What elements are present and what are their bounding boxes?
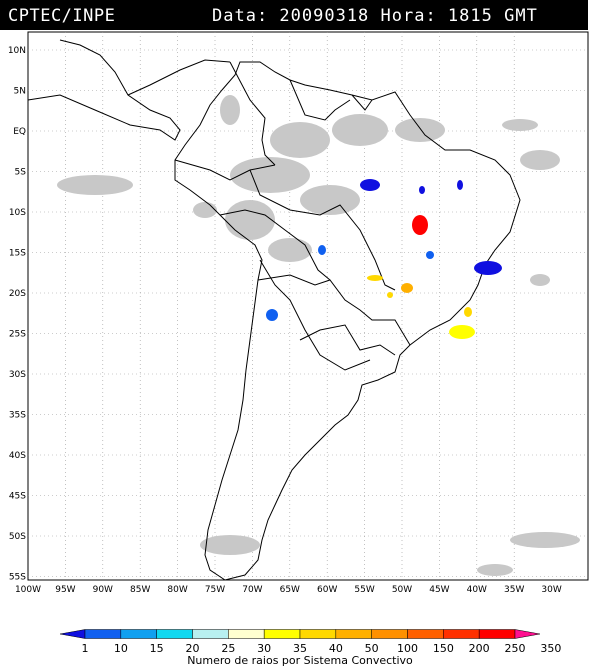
- colorbar-tick-label: 350: [540, 642, 561, 655]
- lon-label: 65W: [280, 585, 300, 595]
- lat-label: 5N: [14, 87, 26, 97]
- colorbar-segment: [228, 629, 265, 639]
- colorbar-tick-label: 10: [114, 642, 128, 655]
- lat-label: 40S: [9, 451, 26, 461]
- lon-label: 50W: [392, 585, 412, 595]
- lat-label: 35S: [9, 411, 26, 421]
- colorbar-tick-label: 15: [150, 642, 164, 655]
- lat-label: 30S: [9, 370, 26, 380]
- lon-label: 95W: [55, 585, 75, 595]
- lat-label: 20S: [9, 289, 26, 299]
- lon-label: 100W: [15, 585, 41, 595]
- lon-label: 45W: [429, 585, 449, 595]
- title-bar: CPTEC/INPE Data: 20090318 Hora: 1815 GMT: [0, 0, 588, 30]
- colorbar: [59, 629, 541, 639]
- lon-label: 75W: [205, 585, 225, 595]
- colorbar-tick-label: 25: [221, 642, 235, 655]
- lat-label: 55S: [9, 573, 26, 583]
- lat-label: 25S: [9, 330, 26, 340]
- lon-label: 60W: [317, 585, 337, 595]
- datetime-label: Data: 20090318 Hora: 1815 GMT: [212, 6, 538, 26]
- lat-label: 10S: [9, 208, 26, 218]
- lon-label: 90W: [93, 585, 113, 595]
- colorbar-tick-label: 40: [329, 642, 343, 655]
- colorbar-tick-label: 50: [365, 642, 379, 655]
- graticule: [28, 32, 588, 580]
- lon-label: 40W: [467, 585, 487, 595]
- colorbar-arrow-right: [514, 629, 541, 639]
- lon-label: 35W: [504, 585, 524, 595]
- longitude-labels: 100W 95W 90W 85W 80W 75W 70W 65W 60W 55W 50W 45W 40W…: [15, 585, 562, 595]
- lightning-systems: [266, 179, 502, 339]
- lat-label: EQ: [13, 127, 26, 137]
- colorbar-tick-label: 35: [293, 642, 307, 655]
- colorbar-tick-label: 250: [505, 642, 526, 655]
- lon-label: 55W: [354, 585, 374, 595]
- latitude-labels: 10N 5N EQ 5S 10S 15S 20S 25S 30S 35S 40S 45S 50S 55S: [8, 46, 26, 583]
- colorbar-segment: [371, 629, 408, 639]
- coastlines: [27, 39, 521, 581]
- lat-label: 45S: [9, 492, 26, 502]
- lon-label: 80W: [167, 585, 187, 595]
- colorbar-tick-label: 30: [257, 642, 271, 655]
- colorbar-tick-label: 150: [433, 642, 454, 655]
- colorbar-segment: [299, 629, 337, 639]
- colorbar-segment: [84, 629, 122, 639]
- map-frame: [27, 31, 589, 581]
- colorbar-caption: Numero de raios por Sistema Convectivo: [187, 654, 413, 667]
- colorbar-ticks: 1 10 15 20 25 30 35 40 50 100 150 200 250 350: [82, 642, 562, 655]
- colorbar-segment: [156, 629, 193, 639]
- agency-label: CPTEC/INPE: [8, 6, 116, 26]
- lon-label: 30W: [541, 585, 561, 595]
- colorbar-tick-label: 1: [82, 642, 89, 655]
- lat-label: 15S: [9, 249, 26, 259]
- colorbar-arrow-left: [59, 629, 86, 639]
- lat-label: 5S: [15, 168, 27, 178]
- colorbar-segment: [443, 629, 480, 639]
- colorbar-segment: [263, 629, 301, 639]
- colorbar-tick-label: 100: [397, 642, 418, 655]
- colorbar-segment: [120, 629, 157, 639]
- cloud-cover: [57, 95, 580, 576]
- lon-label: 70W: [242, 585, 262, 595]
- colorbar-tick-label: 20: [186, 642, 200, 655]
- lat-label: 10N: [8, 46, 26, 56]
- lon-label: 85W: [130, 585, 150, 595]
- colorbar-segment: [407, 629, 444, 639]
- lat-label: 50S: [9, 532, 26, 542]
- colorbar-tick-label: 200: [469, 642, 490, 655]
- colorbar-segment: [478, 629, 516, 639]
- colorbar-segment: [192, 629, 229, 639]
- colorbar-segment: [335, 629, 372, 639]
